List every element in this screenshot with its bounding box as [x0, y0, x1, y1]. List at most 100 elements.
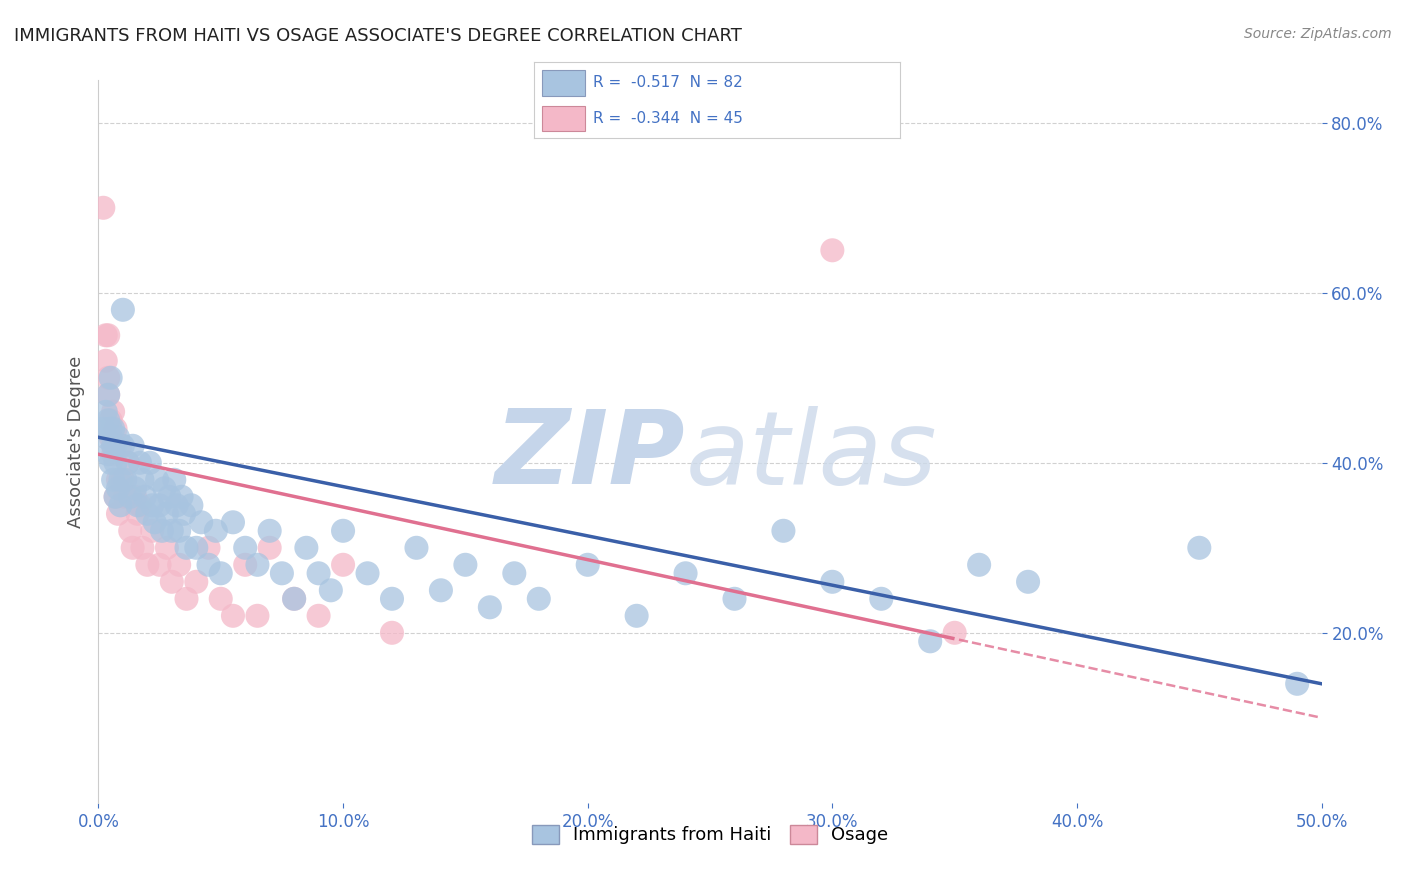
- Point: [246, 558, 269, 572]
- Point: [101, 473, 124, 487]
- FancyBboxPatch shape: [541, 70, 585, 95]
- Point: [104, 422, 127, 436]
- Point: [104, 439, 127, 453]
- Point: [149, 498, 172, 512]
- Point: [167, 558, 190, 572]
- Point: [104, 490, 127, 504]
- Point: [114, 473, 136, 487]
- Point: [156, 541, 179, 555]
- Point: [626, 608, 648, 623]
- Point: [870, 591, 893, 606]
- Point: [101, 447, 124, 461]
- Point: [503, 566, 526, 581]
- Point: [136, 558, 159, 572]
- Point: [209, 566, 232, 581]
- Point: [97, 328, 120, 343]
- Text: Source: ZipAtlas.com: Source: ZipAtlas.com: [1244, 27, 1392, 41]
- Point: [146, 473, 169, 487]
- Point: [101, 439, 124, 453]
- Point: [143, 516, 166, 530]
- Point: [222, 516, 245, 530]
- Point: [94, 353, 117, 368]
- Point: [209, 591, 232, 606]
- Point: [160, 524, 183, 538]
- Point: [356, 566, 378, 581]
- Point: [246, 608, 269, 623]
- Point: [120, 524, 142, 538]
- Point: [100, 422, 122, 436]
- Point: [1188, 541, 1211, 555]
- Point: [101, 422, 124, 436]
- Point: [1017, 574, 1039, 589]
- Point: [136, 507, 159, 521]
- Point: [97, 388, 120, 402]
- Point: [173, 507, 195, 521]
- Point: [141, 498, 163, 512]
- Point: [111, 302, 134, 317]
- Point: [104, 456, 127, 470]
- Point: [821, 244, 844, 258]
- Point: [259, 541, 281, 555]
- Point: [259, 524, 281, 538]
- Point: [129, 498, 152, 512]
- Point: [150, 524, 173, 538]
- Point: [101, 405, 124, 419]
- Point: [167, 524, 190, 538]
- Point: [110, 439, 132, 453]
- Point: [104, 490, 127, 504]
- Y-axis label: Associate's Degree: Associate's Degree: [66, 355, 84, 528]
- Text: IMMIGRANTS FROM HAITI VS OSAGE ASSOCIATE'S DEGREE CORRELATION CHART: IMMIGRANTS FROM HAITI VS OSAGE ASSOCIATE…: [14, 27, 742, 45]
- Point: [121, 439, 143, 453]
- Point: [176, 591, 198, 606]
- Point: [478, 600, 501, 615]
- Point: [967, 558, 990, 572]
- Point: [110, 473, 132, 487]
- Point: [139, 456, 162, 470]
- Point: [107, 473, 129, 487]
- Point: [454, 558, 477, 572]
- Point: [723, 591, 745, 606]
- Point: [91, 201, 114, 215]
- Point: [100, 371, 122, 385]
- Point: [156, 507, 179, 521]
- Point: [97, 371, 120, 385]
- Point: [163, 473, 186, 487]
- Point: [121, 541, 143, 555]
- Point: [205, 524, 228, 538]
- Point: [97, 447, 120, 461]
- Point: [111, 439, 134, 453]
- Point: [233, 558, 256, 572]
- Point: [134, 490, 156, 504]
- Point: [166, 498, 188, 512]
- Point: [295, 541, 318, 555]
- Text: R =  -0.517  N = 82: R = -0.517 N = 82: [593, 76, 742, 90]
- Point: [149, 558, 172, 572]
- Text: atlas: atlas: [686, 406, 936, 506]
- Point: [527, 591, 550, 606]
- Point: [131, 473, 153, 487]
- Point: [222, 608, 245, 623]
- Point: [129, 456, 152, 470]
- Point: [675, 566, 697, 581]
- Point: [131, 541, 153, 555]
- Point: [110, 498, 132, 512]
- Point: [127, 498, 149, 512]
- Point: [94, 430, 117, 444]
- Point: [943, 625, 966, 640]
- Point: [197, 558, 219, 572]
- Point: [153, 481, 176, 495]
- Point: [114, 490, 136, 504]
- Point: [381, 591, 404, 606]
- Point: [319, 583, 342, 598]
- FancyBboxPatch shape: [541, 105, 585, 131]
- Point: [821, 574, 844, 589]
- Point: [97, 388, 120, 402]
- Point: [170, 490, 193, 504]
- Point: [100, 413, 122, 427]
- Point: [1286, 677, 1309, 691]
- Point: [197, 541, 219, 555]
- Point: [124, 481, 146, 495]
- Point: [107, 507, 129, 521]
- Point: [100, 430, 122, 444]
- Point: [381, 625, 404, 640]
